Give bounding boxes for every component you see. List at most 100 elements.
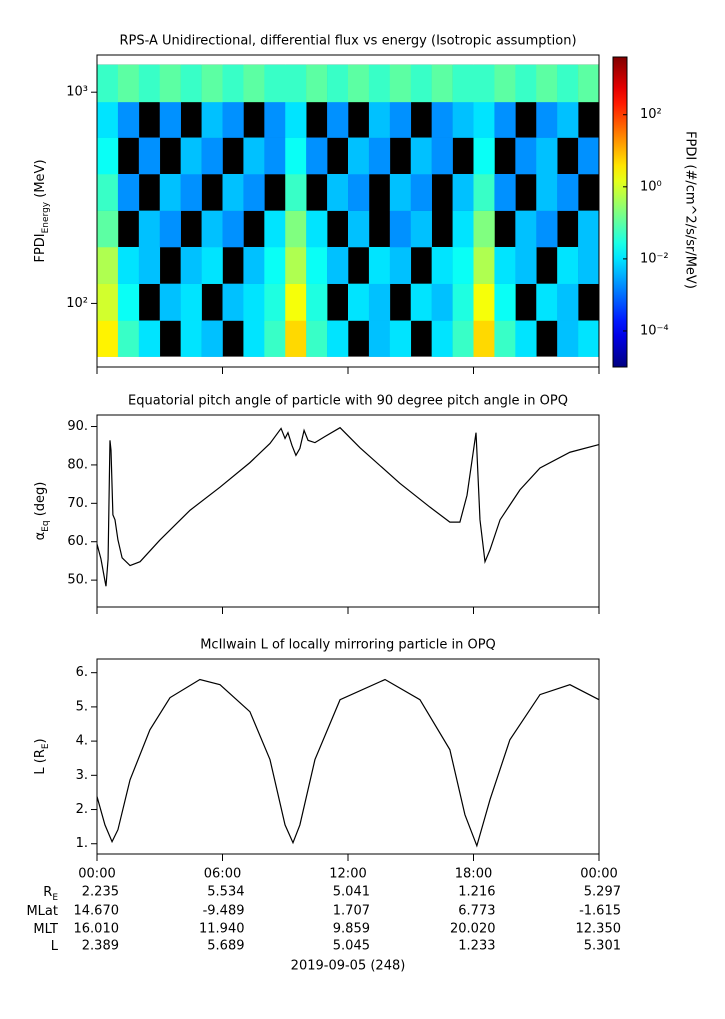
ephemeris-row-label-text: MLT	[33, 922, 58, 937]
heat-cell	[201, 320, 223, 357]
chart-title: Equatorial pitch angle of particle with …	[128, 394, 568, 409]
heat-cell	[431, 283, 453, 321]
heat-cell	[348, 64, 370, 103]
heat-cell	[368, 283, 391, 321]
heat-cell	[348, 137, 370, 175]
heat-cell	[494, 320, 516, 357]
heat-cell	[306, 320, 328, 357]
ephemeris-value: 11.940	[199, 922, 245, 937]
y-tick-label: 1.	[76, 836, 88, 851]
heat-cell	[285, 320, 307, 357]
heat-cell	[410, 210, 432, 248]
heat-cell	[368, 246, 391, 284]
heat-cell	[368, 320, 391, 357]
y-tick-label: 60.	[67, 534, 88, 549]
ephemeris-value: 1.233	[458, 939, 495, 954]
heat-cell	[410, 173, 432, 211]
heat-cell	[557, 101, 579, 138]
y-axis-label-after: (deg)	[33, 482, 48, 521]
ephemeris-value: -9.489	[203, 904, 245, 919]
heat-cell	[389, 210, 412, 248]
heat-cell	[536, 137, 558, 175]
y-axis-label-text: α	[33, 532, 48, 541]
heat-cell	[327, 173, 349, 211]
heat-cell	[368, 137, 391, 175]
heat-cell	[97, 246, 119, 284]
heat-cell	[473, 101, 495, 138]
y-axis-label-text: L (R	[33, 749, 48, 774]
heat-cell	[494, 246, 516, 284]
heat-cell	[452, 64, 474, 103]
x-tick-label: 06:00	[204, 867, 241, 882]
heat-cell	[97, 210, 119, 248]
ephemeris-value: 5.534	[207, 885, 244, 900]
chart-title: RPS-A Unidirectional, differential flux …	[119, 34, 576, 49]
heat-cell	[306, 283, 328, 321]
heat-cell	[97, 101, 119, 138]
heat-cell	[327, 246, 349, 284]
ephemeris-row-label: MLT	[33, 922, 58, 937]
y-axis-label-text: FPDI	[33, 233, 48, 262]
chart-title: McIlwain L of locally mirroring particle…	[200, 638, 496, 653]
ephemeris-value: 14.670	[74, 904, 120, 919]
heat-cell	[578, 210, 600, 248]
heat-cell	[515, 210, 537, 248]
y-axis-label-sub: Energy	[41, 201, 51, 233]
heat-cell	[222, 283, 244, 321]
heat-cell	[117, 320, 140, 357]
colorbar-tick-label: 10⁻²	[640, 251, 669, 266]
heat-cell	[431, 320, 453, 357]
y-tick-label: 90.	[67, 419, 88, 434]
heat-cell	[97, 137, 119, 175]
plot-frame	[96, 414, 600, 608]
y-axis-label: L (RE)	[33, 738, 51, 774]
x-tick-label: 12:00	[329, 867, 366, 882]
ephemeris-value: 16.010	[74, 922, 120, 937]
heat-cell	[117, 173, 140, 211]
y-axis-label: αEq (deg)	[33, 482, 51, 541]
heat-cell	[285, 210, 307, 248]
heat-cell	[285, 101, 307, 138]
heat-cell	[494, 64, 516, 103]
ephemeris-value: 1.707	[333, 904, 370, 919]
heat-cell	[264, 246, 286, 284]
heat-cell	[159, 210, 181, 248]
heat-cell	[264, 320, 286, 357]
heat-cell	[494, 101, 516, 138]
heat-cell	[117, 246, 140, 284]
x-tick-label: 18:00	[455, 867, 492, 882]
heat-cell	[97, 64, 119, 103]
heat-cell	[536, 173, 558, 211]
heat-cell	[368, 64, 391, 103]
y-tick-label: 80.	[67, 457, 88, 472]
heat-cell	[536, 210, 558, 248]
heat-cell	[97, 320, 119, 357]
heat-cell	[452, 101, 474, 138]
heat-cell	[264, 101, 286, 138]
heat-cell	[348, 210, 370, 248]
heat-cell	[431, 137, 453, 175]
ephemeris-value: 2.235	[82, 885, 119, 900]
ephemeris-value: 5.297	[584, 885, 621, 900]
heat-cell	[306, 246, 328, 284]
heat-cell	[180, 137, 202, 175]
heat-cell	[389, 320, 412, 357]
heat-cell	[368, 101, 391, 138]
heat-cell	[159, 64, 181, 103]
y-axis-label: FPDIEnergy (MeV)	[33, 159, 51, 262]
heat-cell	[557, 173, 579, 211]
plot-frame	[96, 54, 600, 368]
heat-cell	[578, 137, 600, 175]
y-tick-label: 6.	[76, 665, 88, 680]
heat-cell	[97, 283, 119, 321]
heat-cell	[138, 64, 161, 103]
heat-cell	[327, 320, 349, 357]
heat-cell	[117, 64, 140, 103]
heat-cell	[389, 101, 412, 138]
heat-cell	[264, 283, 286, 321]
heat-cell	[578, 64, 600, 103]
ephemeris-value: 6.773	[458, 904, 495, 919]
heat-cell	[222, 173, 244, 211]
y-axis-label-sub: Eq	[41, 520, 51, 531]
